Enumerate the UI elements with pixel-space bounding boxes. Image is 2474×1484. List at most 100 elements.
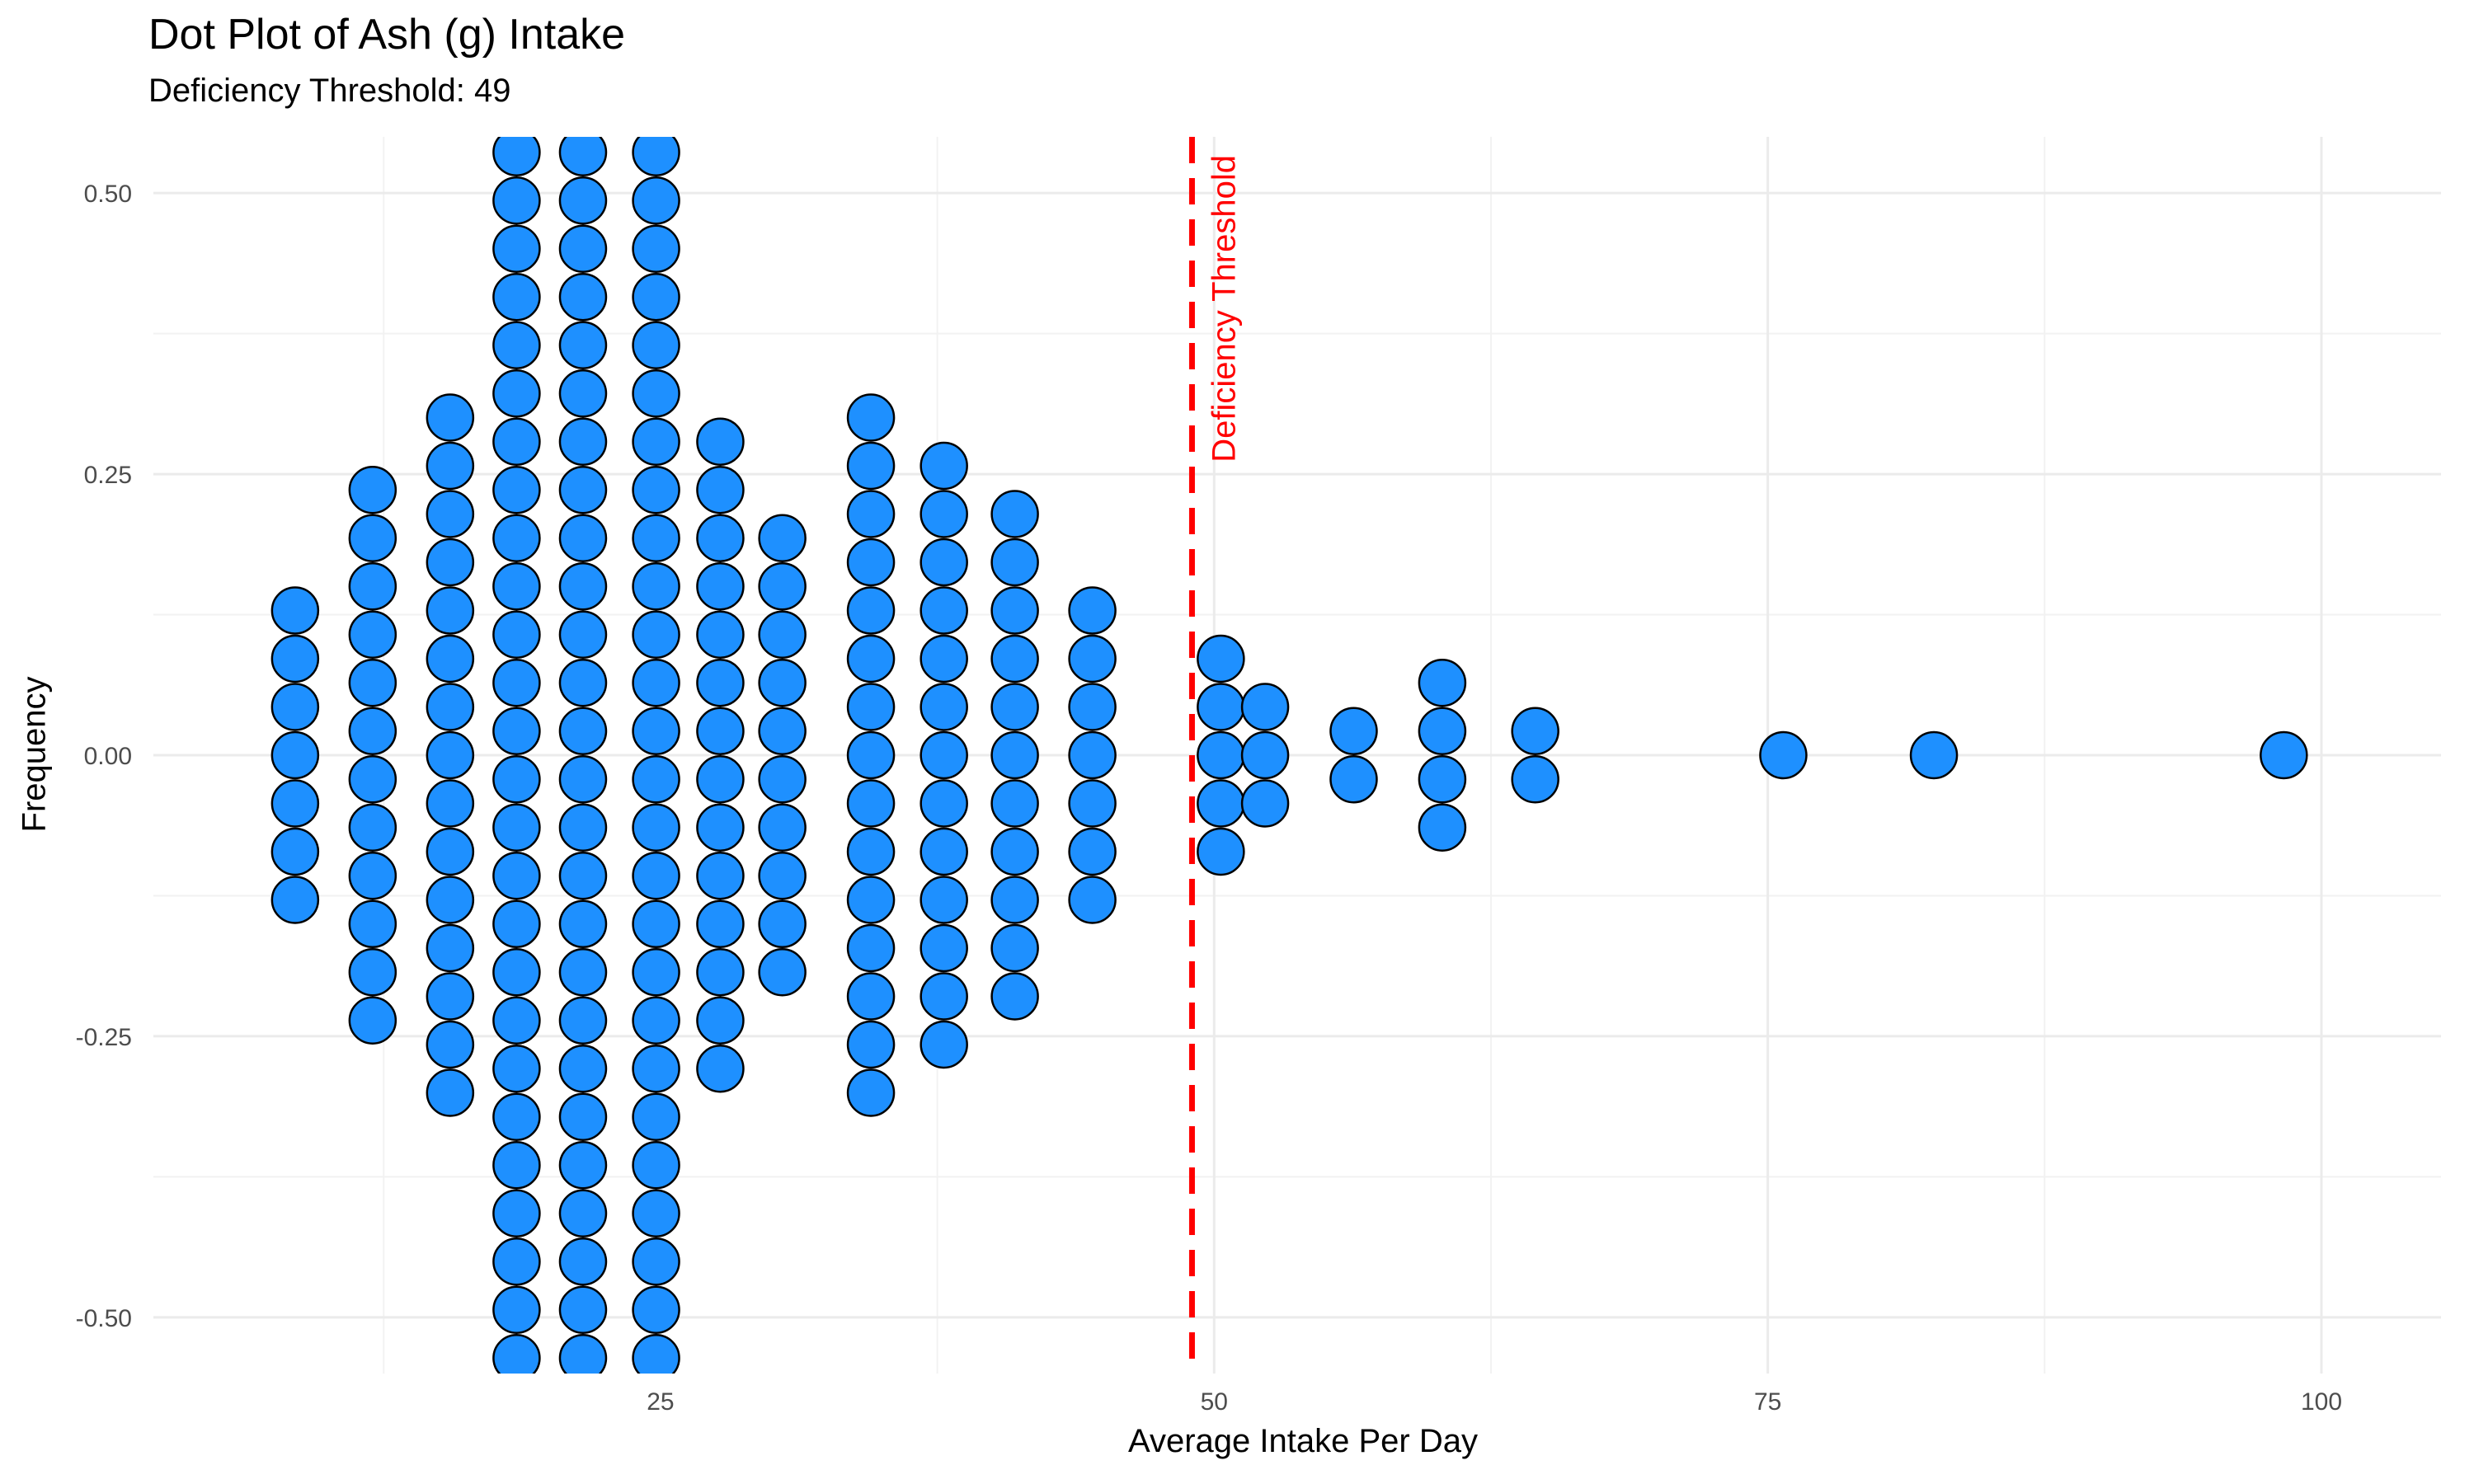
data-dot	[696, 417, 745, 466]
data-dot	[426, 972, 475, 1021]
data-dot	[632, 1237, 680, 1286]
data-dot	[920, 586, 968, 635]
data-dot	[846, 1068, 896, 1117]
data-dot	[558, 369, 608, 418]
data-dot	[270, 586, 320, 635]
data-dot	[920, 634, 968, 683]
data-dot	[1329, 755, 1378, 804]
data-dot	[632, 369, 680, 418]
data-dot	[270, 827, 320, 876]
data-dot	[990, 490, 1039, 538]
data-dot	[558, 273, 608, 322]
data-dot	[558, 1237, 608, 1286]
y-axis-title: Frequency	[16, 676, 53, 833]
data-dot	[758, 707, 807, 755]
data-dot	[846, 876, 896, 924]
data-dot	[348, 852, 397, 900]
data-dot	[558, 610, 608, 659]
data-dot	[758, 948, 807, 997]
data-dot	[492, 1237, 541, 1286]
y-tick-labels: -0.50 -0.25 0.00 0.25 0.50	[76, 181, 132, 1332]
data-dot	[696, 852, 745, 900]
threshold-layer: Deficiency Threshold	[1188, 137, 1242, 1374]
data-dot	[492, 899, 541, 948]
data-dot	[696, 562, 745, 611]
data-dot	[758, 659, 807, 707]
data-dot	[492, 137, 541, 176]
data-dot	[632, 562, 680, 611]
data-dot	[990, 634, 1039, 683]
data-dot	[492, 803, 541, 852]
data-dot	[426, 923, 475, 973]
data-dot	[348, 514, 397, 562]
data-dot	[632, 1189, 680, 1237]
data-dot	[696, 659, 745, 707]
x-tick-label: 100	[2301, 1388, 2342, 1416]
data-dot	[846, 683, 896, 731]
data-dot	[426, 779, 475, 828]
data-dot	[632, 610, 680, 659]
data-dot	[632, 137, 680, 176]
data-dot	[492, 321, 541, 369]
data-dot	[558, 466, 608, 514]
data-dot	[920, 538, 968, 587]
data-dot	[632, 852, 680, 900]
data-dot	[348, 803, 397, 852]
data-dot	[990, 538, 1039, 587]
data-dot	[492, 755, 541, 804]
data-dot	[632, 466, 680, 514]
data-dot	[492, 948, 541, 997]
data-dot	[920, 441, 968, 491]
data-dot	[492, 1092, 541, 1141]
data-dot	[846, 779, 896, 828]
data-dot	[990, 683, 1039, 731]
data-dot	[558, 176, 608, 225]
data-dot	[1197, 730, 1245, 780]
data-dot	[426, 827, 475, 876]
data-dot	[492, 562, 541, 611]
data-dot	[1759, 730, 1808, 780]
data-dot	[426, 393, 475, 442]
data-dot	[846, 490, 896, 538]
data-dot	[426, 1068, 475, 1117]
data-dot	[632, 176, 680, 225]
data-dot	[846, 586, 896, 635]
data-dot	[696, 1045, 745, 1093]
data-dot	[558, 514, 608, 562]
data-dot	[696, 948, 745, 997]
data-dot	[348, 610, 397, 659]
data-dot	[492, 659, 541, 707]
data-dot	[558, 1189, 608, 1237]
data-dot	[492, 707, 541, 755]
data-dot	[426, 683, 475, 731]
data-dot	[558, 321, 608, 369]
data-dot	[426, 876, 475, 924]
data-dot	[632, 321, 680, 369]
data-dot	[1329, 707, 1378, 755]
data-dot	[558, 1045, 608, 1093]
data-dot	[558, 707, 608, 755]
data-dot	[492, 996, 541, 1045]
data-dot	[2260, 730, 2308, 780]
data-dot	[920, 876, 968, 924]
data-dot	[758, 514, 807, 562]
data-dot	[348, 948, 397, 997]
data-dot	[492, 1334, 541, 1374]
data-dot	[758, 755, 807, 804]
data-dot	[492, 369, 541, 418]
data-dot	[1240, 779, 1290, 828]
data-dot	[696, 610, 745, 659]
data-dot	[696, 803, 745, 852]
data-dot	[348, 996, 397, 1045]
data-dot	[920, 779, 968, 828]
data-dot	[492, 1141, 541, 1190]
y-tick-label: -0.50	[76, 1305, 132, 1332]
data-dot	[846, 923, 896, 973]
data-dot	[632, 803, 680, 852]
data-dot	[492, 1285, 541, 1334]
dot-layer	[270, 137, 2308, 1374]
chart-subtitle: Deficiency Threshold: 49	[148, 73, 511, 109]
data-dot	[1068, 634, 1117, 683]
data-dot	[846, 634, 896, 683]
data-dot	[632, 948, 680, 997]
